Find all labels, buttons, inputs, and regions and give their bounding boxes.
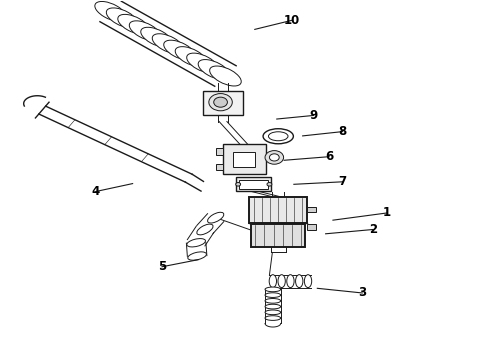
Ellipse shape <box>152 34 184 54</box>
Ellipse shape <box>95 1 126 22</box>
Ellipse shape <box>265 304 281 309</box>
Ellipse shape <box>106 8 138 28</box>
Ellipse shape <box>197 224 213 235</box>
Ellipse shape <box>214 97 227 107</box>
Text: 3: 3 <box>358 287 367 300</box>
Bar <box>236 177 271 191</box>
Ellipse shape <box>175 47 207 67</box>
Ellipse shape <box>265 293 281 297</box>
Ellipse shape <box>263 129 294 144</box>
Ellipse shape <box>129 21 161 41</box>
Ellipse shape <box>265 310 281 315</box>
Ellipse shape <box>188 252 206 260</box>
Bar <box>222 144 266 174</box>
Ellipse shape <box>210 66 241 86</box>
Ellipse shape <box>267 183 272 186</box>
Ellipse shape <box>265 287 281 292</box>
Ellipse shape <box>304 275 312 288</box>
Text: 4: 4 <box>92 185 100 198</box>
Text: 8: 8 <box>339 125 347 138</box>
Ellipse shape <box>187 53 218 73</box>
Ellipse shape <box>265 298 281 303</box>
Bar <box>251 224 305 247</box>
Bar <box>307 207 316 212</box>
Ellipse shape <box>118 14 149 34</box>
Ellipse shape <box>270 154 279 161</box>
Bar <box>203 91 243 115</box>
Ellipse shape <box>208 212 224 223</box>
Bar <box>216 164 222 170</box>
Ellipse shape <box>278 275 285 288</box>
Ellipse shape <box>236 183 241 186</box>
Bar <box>239 180 269 189</box>
Bar <box>307 225 316 230</box>
Ellipse shape <box>164 40 196 60</box>
Text: 6: 6 <box>325 150 333 163</box>
Text: 10: 10 <box>283 14 299 27</box>
Bar <box>216 148 222 154</box>
Ellipse shape <box>198 59 230 80</box>
Ellipse shape <box>141 27 172 47</box>
Ellipse shape <box>287 275 294 288</box>
Ellipse shape <box>209 94 232 111</box>
Text: 9: 9 <box>309 109 318 122</box>
Bar <box>233 152 255 167</box>
Bar <box>249 197 307 223</box>
Text: 7: 7 <box>339 175 347 188</box>
Ellipse shape <box>265 150 284 164</box>
Ellipse shape <box>295 275 303 288</box>
Text: 1: 1 <box>383 207 391 220</box>
Ellipse shape <box>265 316 281 320</box>
Text: 5: 5 <box>158 260 166 273</box>
Ellipse shape <box>269 275 276 288</box>
Ellipse shape <box>187 239 205 247</box>
Text: 2: 2 <box>369 223 377 236</box>
Ellipse shape <box>269 132 288 141</box>
